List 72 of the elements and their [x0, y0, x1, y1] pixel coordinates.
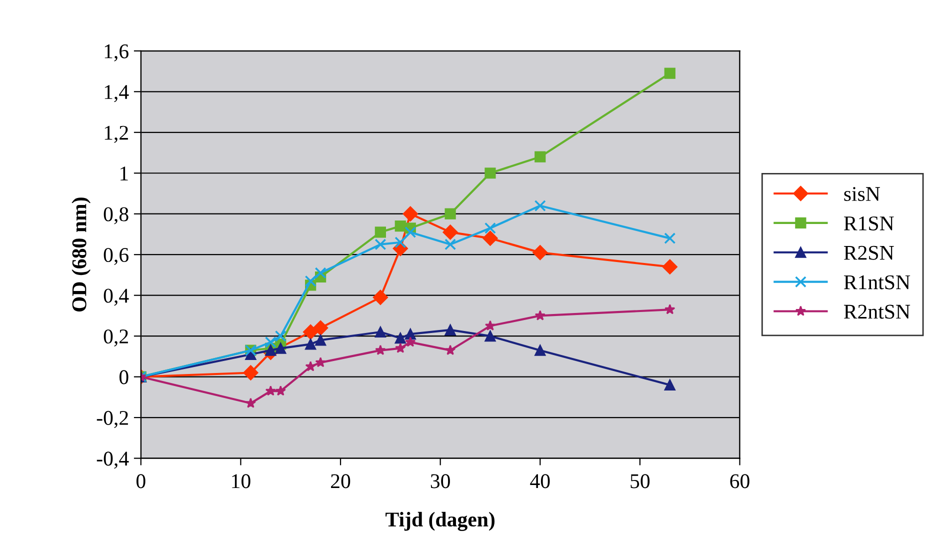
- point: [374, 226, 386, 238]
- point: [315, 356, 326, 368]
- point: [374, 326, 386, 338]
- point: [265, 386, 276, 396]
- point: [402, 206, 418, 222]
- point: [404, 328, 416, 340]
- point: [484, 222, 496, 234]
- point: [444, 208, 456, 220]
- x-tick-label: 30: [430, 474, 450, 488]
- y-tick-label: -0,4: [96, 452, 129, 469]
- point: [484, 330, 496, 342]
- x-tick-label: 40: [530, 474, 550, 488]
- legend-label: R2ntSN: [844, 304, 910, 319]
- point: [404, 226, 416, 238]
- y-tick-label: 1,4: [104, 85, 129, 102]
- y-tick-label: 0: [119, 370, 128, 384]
- point: [662, 259, 678, 274]
- y-axis-title: OD (680 nm): [72, 198, 91, 312]
- point: [394, 332, 406, 344]
- legend-label: R1SN: [844, 216, 894, 230]
- point: [532, 244, 548, 260]
- point: [245, 398, 256, 408]
- point: [372, 290, 388, 305]
- point: [484, 320, 496, 331]
- point: [305, 361, 316, 372]
- point: [405, 336, 416, 347]
- y-tick-label: -0,2: [96, 410, 128, 428]
- point: [664, 379, 676, 391]
- x-tick-label: 50: [630, 474, 650, 488]
- x-tick-label: 10: [232, 474, 250, 488]
- point: [275, 386, 286, 396]
- point: [243, 365, 258, 380]
- point: [275, 342, 286, 354]
- x-tick-label: 0: [136, 474, 146, 488]
- point: [444, 324, 456, 336]
- point: [274, 330, 286, 342]
- point: [444, 238, 456, 250]
- point: [314, 267, 326, 279]
- x-tick-label: 60: [730, 474, 750, 488]
- x-axis-title: Tijd (dagen): [386, 512, 494, 531]
- point: [442, 224, 458, 240]
- point: [534, 344, 546, 356]
- y-tick-label: 0,4: [104, 288, 129, 306]
- point: [312, 320, 328, 336]
- point: [664, 68, 676, 79]
- y-tick-label: 1: [120, 166, 128, 180]
- point: [304, 275, 316, 287]
- point: [484, 168, 496, 179]
- y-tick-label: 0,6: [104, 248, 128, 266]
- point: [395, 342, 406, 353]
- point: [375, 344, 386, 355]
- legend-label: sisN: [844, 187, 880, 202]
- point: [303, 324, 318, 340]
- y-tick-label: 0,2: [104, 329, 128, 347]
- point: [374, 238, 386, 250]
- point: [444, 344, 456, 355]
- legend-label: R2SN: [844, 246, 894, 260]
- y-tick-label: 1,6: [104, 44, 128, 62]
- x-tick-label: 20: [331, 474, 350, 488]
- point: [305, 338, 316, 350]
- point: [315, 334, 326, 346]
- point: [534, 200, 546, 212]
- point: [394, 220, 406, 232]
- point: [534, 151, 546, 162]
- point: [264, 336, 276, 348]
- legend-label: R1ntSN: [844, 275, 910, 290]
- point: [482, 230, 498, 246]
- y-tick-label: 0,8: [104, 207, 128, 224]
- y-tick-label: 1,2: [104, 126, 128, 143]
- point: [534, 310, 546, 320]
- point: [664, 304, 676, 314]
- point: [664, 232, 676, 244]
